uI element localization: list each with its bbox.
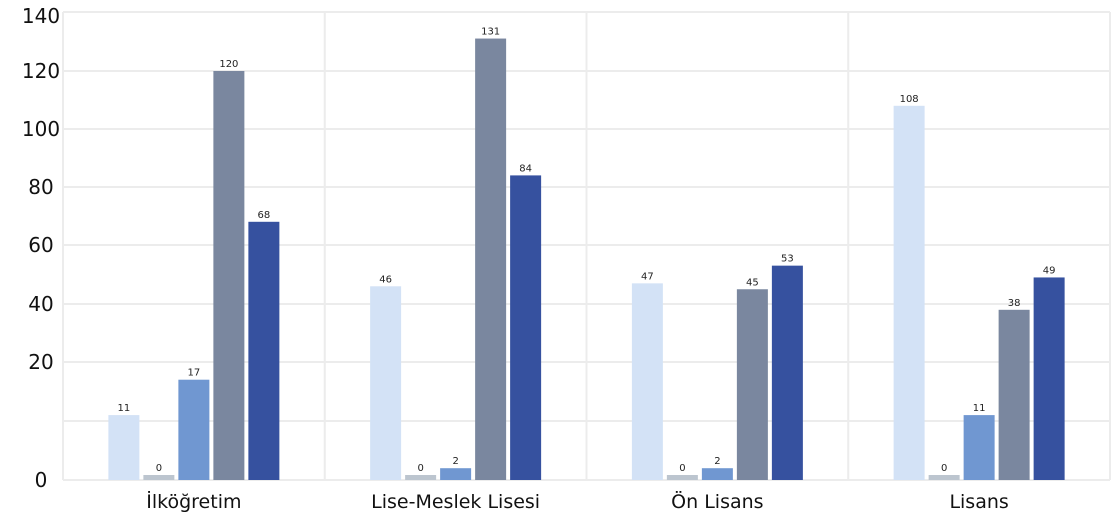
x-category-label-0: İlköğretim [146,490,241,513]
bar-3-4 [1033,277,1065,480]
y-tick-label-60: 60 [28,233,53,257]
data-label-3-4: 49 [1043,265,1056,276]
x-category-label-3: Lisans [949,491,1008,513]
data-label-2-4: 53 [781,254,794,265]
bar-1-0 [370,286,402,480]
bar-3-0 [893,105,925,481]
data-label-3-0: 108 [900,94,919,105]
bar-0-3 [213,71,245,480]
data-label-2-1: 0 [679,463,685,474]
y-tick-label-20: 20 [28,350,53,374]
data-label-0-1: 0 [156,463,162,474]
data-label-3-1: 0 [941,463,947,474]
data-label-0-0: 11 [118,403,131,414]
bar-2-3 [736,289,768,480]
bar-3-1 [928,475,960,480]
data-label-1-1: 0 [417,463,423,474]
bar-1-2 [440,468,472,480]
y-tick-label-40: 40 [28,292,53,316]
bar-3-3 [998,309,1030,480]
data-label-1-2: 2 [452,456,458,467]
data-label-0-4: 68 [258,210,271,221]
bar-3-2 [963,415,995,480]
data-label-1-3: 131 [481,27,500,38]
data-label-3-2: 11 [973,403,986,414]
y-tick-label-120: 120 [22,59,60,83]
bar-1-3 [475,38,507,481]
x-category-label-1: Lise-Meslek Lisesi [371,491,540,513]
data-label-0-2: 17 [188,368,201,379]
bar-0-1 [143,475,175,480]
bars-layer [108,38,1065,481]
y-tick-label-80: 80 [28,175,53,199]
bar-0-4 [248,221,280,481]
y-tick-label-100: 100 [22,117,60,141]
y-tick-label-0: 0 [35,468,48,492]
data-label-2-3: 45 [746,277,759,288]
bar-2-4 [771,265,803,480]
bar-2-0 [631,283,663,480]
data-label-2-0: 47 [641,271,654,282]
bar-0-0 [108,415,140,480]
data-label-1-0: 46 [379,274,392,285]
data-label-0-3: 120 [219,59,238,70]
bar-1-1 [405,475,437,480]
bar-1-4 [510,175,542,480]
x-category-label-2: Ön Lisans [671,490,763,513]
bar-2-1 [666,475,698,480]
data-label-3-3: 38 [1008,298,1021,309]
data-label-1-4: 84 [519,163,532,174]
bar-2-2 [701,468,733,480]
data-label-2-2: 2 [714,456,720,467]
labels-layer: 11 0 17 120 68 46 0 2 131 84 47 0 2 45 53 108 0 11 38 49 [118,27,1056,474]
bar-0-2 [178,379,210,480]
y-tick-label-140: 140 [22,4,60,28]
